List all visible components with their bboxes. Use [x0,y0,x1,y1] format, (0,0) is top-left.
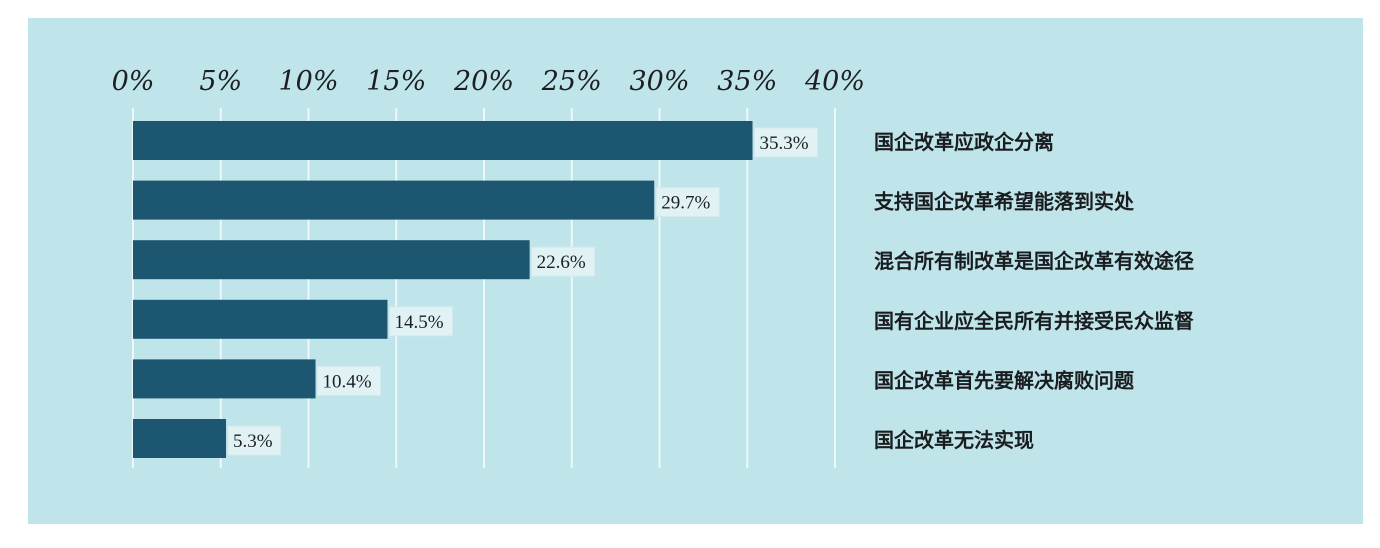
bar [133,359,316,399]
value-label: 14.5% [394,312,443,333]
value-label-background [531,246,596,277]
value-label-background [388,306,453,337]
x-tick-label: 15% [366,66,426,97]
bars [133,121,753,458]
x-tick-label: 35% [717,66,777,97]
value-label: 22.6% [537,252,586,273]
category-labels: 国企改革应政企分离支持国企改革希望能落到实处混合所有制改革是国企改革有效途径国有… [874,130,1194,452]
x-tick-label: 40% [804,66,865,97]
x-tick-label: 25% [541,66,602,97]
gridlines [132,108,836,468]
value-label: 35.3% [760,133,809,154]
category-label: 支持国企改革希望能落到实处 [874,190,1135,214]
category-label: 国企改革无法实现 [874,428,1034,452]
bar [133,299,388,339]
x-tick-label: 0% [112,66,155,97]
bar [133,121,753,160]
category-label: 国企改革应政企分离 [874,130,1054,154]
x-tick-label: 20% [453,66,514,97]
value-label-background [754,127,819,158]
value-label: 10.4% [323,371,372,392]
x-tick-label: 30% [629,66,689,97]
value-labels: 35.3% 29.7% 22.6% 14.5% 10.4% 5.3% [227,127,819,456]
value-label-background [227,425,282,456]
value-label: 5.3% [233,431,273,452]
bar [133,240,530,280]
x-tick-label: 5% [199,66,242,97]
value-label-background [317,365,382,396]
category-label: 混合所有制改革是国企改革有效途径 [874,249,1194,273]
category-label: 国企改革首先要解决腐败问题 [874,368,1135,392]
x-axis-ticks: 0% 5% 10% 15% 20% 25% 30% 35% 40% [112,66,865,97]
bar [133,419,227,458]
x-tick-label: 10% [278,66,338,97]
category-label: 国有企业应全民所有并接受民众监督 [874,309,1194,333]
bar [133,180,655,220]
value-label-background [655,187,720,218]
value-label: 29.7% [661,193,710,214]
